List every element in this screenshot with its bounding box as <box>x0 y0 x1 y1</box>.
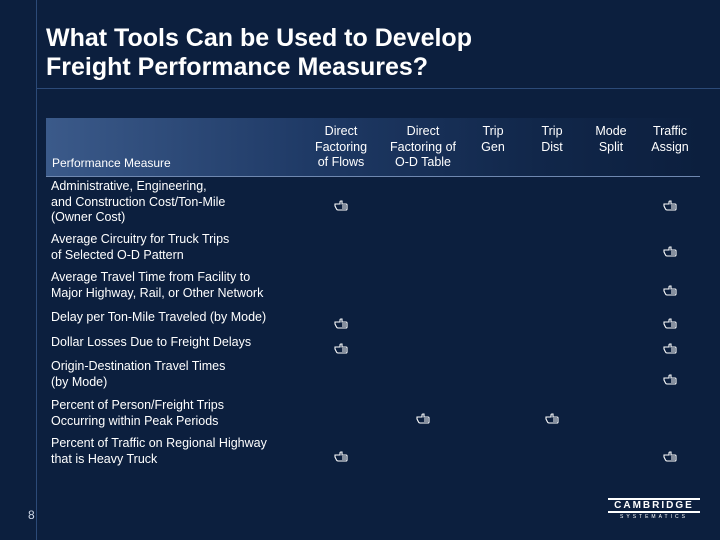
column-header-trip-gen: Trip Gen <box>481 124 505 154</box>
logo-subtitle: SYSTEMATICS <box>620 514 688 520</box>
row-label: Average Circuitry for Truck Trips of Sel… <box>51 232 230 262</box>
tools-table: Performance Measure Direct Factoring of … <box>46 118 700 478</box>
pointing-hand-icon <box>416 411 430 424</box>
pointing-hand-icon <box>663 341 677 354</box>
row-label: Administrative, Engineering, and Constru… <box>51 179 226 224</box>
cambridge-logo: CAMBRIDGE SYSTEMATICS <box>608 498 700 520</box>
row-label: Delay per Ton-Mile Traveled (by Mode) <box>51 310 267 324</box>
page-number: 8 <box>28 508 35 522</box>
row-label: Dollar Losses Due to Freight Delays <box>51 335 252 349</box>
table-header-rule <box>46 176 700 177</box>
performance-measure-header: Performance Measure <box>52 156 171 170</box>
frame-vertical-line <box>36 0 37 540</box>
row-label: Percent of Person/Freight Trips Occurrin… <box>51 398 224 428</box>
row-label: Average Travel Time from Facility to Maj… <box>51 270 264 300</box>
pointing-hand-icon <box>663 244 677 257</box>
column-header-direct-flows: Direct Factoring of Flows <box>314 124 368 169</box>
frame-horizontal-line <box>36 88 720 89</box>
row-label: Origin-Destination Travel Times (by Mode… <box>51 359 226 389</box>
column-header-trip-dist: Trip Dist <box>541 124 563 154</box>
column-header-direct-od: Direct Factoring of O-D Table <box>389 124 456 169</box>
pointing-hand-icon <box>663 449 677 462</box>
slide-title: What Tools Can be Used to Develop Freigh… <box>46 24 472 81</box>
pointing-hand-icon <box>663 316 677 329</box>
pointing-hand-icon <box>334 316 348 329</box>
pointing-hand-icon <box>334 449 348 462</box>
pointing-hand-icon <box>545 411 559 424</box>
column-header-traffic-assign: Traffic Assign <box>651 124 689 154</box>
pointing-hand-icon <box>663 283 677 296</box>
table-header-band <box>46 118 700 176</box>
pointing-hand-icon <box>334 341 348 354</box>
pointing-hand-icon <box>663 198 677 211</box>
logo-wordmark: CAMBRIDGE <box>608 498 700 513</box>
row-label: Percent of Traffic on Regional Highway t… <box>51 436 267 466</box>
pointing-hand-icon <box>663 372 677 385</box>
pointing-hand-icon <box>334 198 348 211</box>
column-header-mode-split: Mode Split <box>595 124 627 154</box>
